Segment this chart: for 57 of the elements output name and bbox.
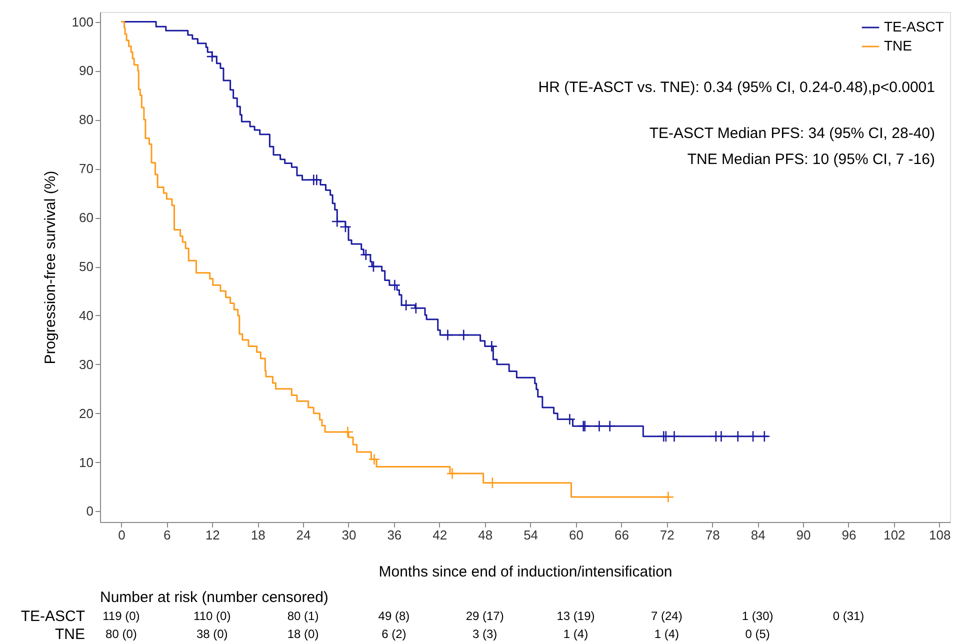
y-tick-label: 10 [79,454,94,470]
legend-label: TNE [884,38,912,54]
text: 0 (31) [832,609,864,623]
text: 0 (5) [745,627,770,641]
text: TNE [55,626,85,643]
text: 1 (4) [563,627,588,641]
x-tick-label: 18 [250,528,266,542]
y-tick-label: 30 [79,356,94,372]
text: 6 (2) [382,627,406,641]
text: 29 (17) [466,609,504,623]
x-tick-label: 90 [796,528,811,542]
x-tick-label: 0 [118,528,126,542]
x-tick-label: 48 [478,528,493,542]
y-tick-label: 70 [79,161,94,176]
text: 1 (30) [742,609,774,623]
x-tick-label: 78 [705,528,720,542]
x-tick-label: 102 [884,528,906,542]
text: 80 (1) [287,609,319,623]
x-tick-label: 84 [750,528,766,542]
y-tick-label: 40 [79,308,94,323]
text: 13 (19) [556,609,595,623]
text: 80 (0) [106,627,137,641]
y-tick-label: 80 [79,112,94,128]
x-tick-label: 60 [569,528,584,542]
x-tick-label: 6 [164,528,171,542]
y-tick-label: 50 [79,259,94,274]
y-tick-label: 90 [79,63,94,78]
text: 38 (0) [196,627,228,641]
x-tick-label: 96 [842,528,856,542]
text: TE-ASCT [20,608,85,625]
x-tick-label: 12 [205,528,220,542]
x-tick-label: 30 [342,528,356,542]
y-tick-label: 0 [86,504,94,519]
x-tick-label: 72 [660,528,674,542]
x-tick-label: 108 [929,528,951,542]
legend-label: TE-ASCT [884,18,944,34]
text: 18 (0) [287,627,319,641]
y-tick-label: 100 [72,14,94,30]
annotation: TNE Median PFS: 10 (95% CI, 7 -16) [687,151,935,168]
text: 49 (8) [378,609,410,623]
y-tick-label: 60 [79,210,94,226]
x-tick-label: 36 [387,528,402,542]
x-tick-label: 24 [296,528,311,542]
annotation: TE-ASCT Median PFS: 34 (95% CI, 28-40) [649,125,935,142]
x-tick-label: 42 [432,528,448,542]
x-tick-label: 54 [524,528,538,542]
y-tick-label: 20 [79,406,94,421]
text: 1 (4) [654,627,680,641]
text: Number at risk (number censored) [100,589,328,606]
annotation: HR (TE-ASCT vs. TNE): 0.34 (95% CI, 0.24-0.48),p<0.0001 [538,79,935,96]
text: 119 (0) [102,609,140,623]
text: 110 (0) [194,609,231,623]
x-axis-title: Months since end of induction/intensification [378,564,672,580]
text: 3 (3) [472,627,498,641]
y-axis-title: Progression-free survival (%) [42,170,59,364]
x-tick-label: 66 [614,528,629,542]
text: 7 (24) [650,609,682,623]
